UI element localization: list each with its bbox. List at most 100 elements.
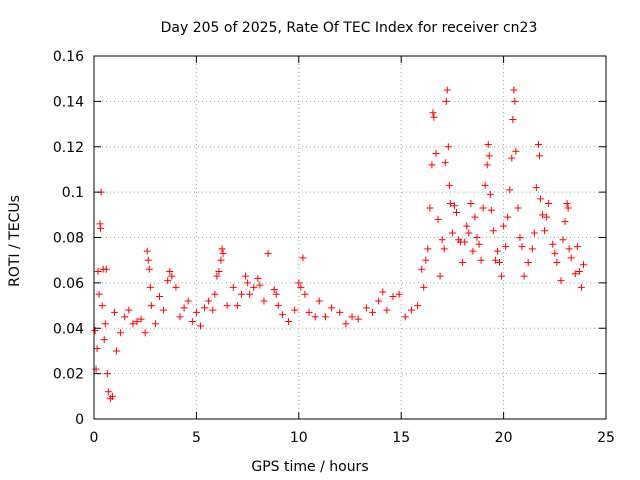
data-point bbox=[481, 181, 489, 189]
data-point bbox=[100, 336, 108, 344]
grid bbox=[94, 56, 606, 419]
data-point bbox=[168, 272, 176, 280]
data-point bbox=[219, 249, 227, 257]
data-point bbox=[463, 222, 471, 230]
data-point bbox=[98, 302, 106, 310]
data-point bbox=[500, 222, 508, 230]
data-point bbox=[205, 297, 213, 305]
data-point bbox=[445, 181, 453, 189]
data-point bbox=[514, 204, 522, 212]
data-point bbox=[270, 286, 278, 294]
data-point bbox=[418, 265, 426, 273]
data-point bbox=[534, 140, 542, 148]
data-point bbox=[305, 308, 313, 316]
data-point bbox=[110, 308, 118, 316]
data-point bbox=[348, 313, 356, 321]
y-tick-label: 0.02 bbox=[53, 367, 84, 383]
data-point bbox=[108, 392, 116, 400]
axis-ticks: 0 0.02 0.04 0.06 0.08 0.1 0.12 0.14 0.16 0 5 10 15 20… bbox=[53, 49, 615, 446]
data-point bbox=[510, 86, 518, 94]
data-point bbox=[414, 302, 422, 310]
y-tick-label: 0.12 bbox=[53, 140, 84, 156]
data-point bbox=[223, 302, 231, 310]
data-point bbox=[509, 116, 517, 124]
data-point bbox=[434, 215, 442, 223]
data-point bbox=[553, 258, 561, 266]
data-point bbox=[524, 258, 532, 266]
data-point bbox=[383, 306, 391, 314]
data-point bbox=[424, 245, 432, 253]
y-tick-label: 0.06 bbox=[53, 276, 84, 292]
data-point bbox=[441, 159, 449, 167]
data-point bbox=[93, 345, 101, 353]
data-point bbox=[184, 297, 192, 305]
data-point bbox=[375, 297, 383, 305]
x-tick-label: 15 bbox=[392, 430, 410, 446]
data-point bbox=[260, 297, 268, 305]
data-point bbox=[101, 320, 109, 328]
data-point bbox=[297, 283, 305, 291]
data-point bbox=[299, 254, 307, 262]
data-point bbox=[151, 320, 159, 328]
data-point bbox=[229, 283, 237, 291]
data-point bbox=[217, 256, 225, 264]
data-point bbox=[285, 317, 293, 325]
data-point bbox=[467, 199, 475, 207]
data-point bbox=[450, 202, 458, 210]
data-point bbox=[94, 268, 102, 276]
chart-title: Day 205 of 2025, Rate Of TEC Index for r… bbox=[161, 20, 538, 36]
data-point bbox=[528, 245, 536, 253]
data-point bbox=[160, 306, 168, 314]
y-tick-label: 0.04 bbox=[53, 321, 84, 337]
data-point bbox=[237, 290, 245, 298]
data-point bbox=[362, 304, 370, 312]
x-tick-label: 25 bbox=[597, 430, 615, 446]
data-point bbox=[311, 313, 319, 321]
data-point bbox=[563, 199, 571, 207]
y-tick-label: 0.08 bbox=[53, 231, 84, 247]
data-point bbox=[295, 279, 303, 287]
data-point bbox=[491, 256, 499, 264]
x-tick-label: 10 bbox=[290, 430, 308, 446]
data-point bbox=[498, 272, 506, 280]
data-point bbox=[502, 243, 510, 251]
data-point bbox=[125, 306, 133, 314]
data-point bbox=[250, 283, 258, 291]
data-point bbox=[211, 290, 219, 298]
data-point bbox=[121, 313, 129, 321]
y-tick-label: 0 bbox=[75, 412, 84, 428]
data-point bbox=[389, 292, 397, 300]
data-point bbox=[442, 97, 450, 105]
data-point bbox=[444, 143, 452, 151]
data-point bbox=[551, 249, 559, 257]
data-point bbox=[428, 161, 436, 169]
data-point bbox=[459, 258, 467, 266]
data-point bbox=[461, 238, 469, 246]
data-point bbox=[166, 268, 174, 276]
data-point bbox=[484, 140, 492, 148]
data-point bbox=[113, 347, 121, 355]
data-point bbox=[369, 308, 377, 316]
x-axis-label: GPS time / hours bbox=[251, 459, 368, 475]
data-point bbox=[541, 227, 549, 235]
y-axis-label: ROTI / TECUs bbox=[7, 195, 23, 287]
data-point bbox=[440, 245, 448, 253]
data-point bbox=[164, 277, 172, 285]
data-point bbox=[95, 290, 103, 298]
data-point bbox=[471, 213, 479, 221]
data-point bbox=[215, 268, 223, 276]
data-point bbox=[557, 277, 565, 285]
data-point bbox=[256, 281, 264, 289]
data-point bbox=[530, 229, 538, 237]
data-point bbox=[176, 313, 184, 321]
data-point bbox=[512, 147, 520, 155]
data-point bbox=[571, 270, 579, 278]
data-point bbox=[573, 243, 581, 251]
data-point bbox=[246, 290, 254, 298]
data-point bbox=[432, 150, 440, 158]
data-point bbox=[180, 304, 188, 312]
data-point bbox=[301, 290, 309, 298]
data-point bbox=[422, 256, 430, 264]
data-point bbox=[133, 317, 141, 325]
